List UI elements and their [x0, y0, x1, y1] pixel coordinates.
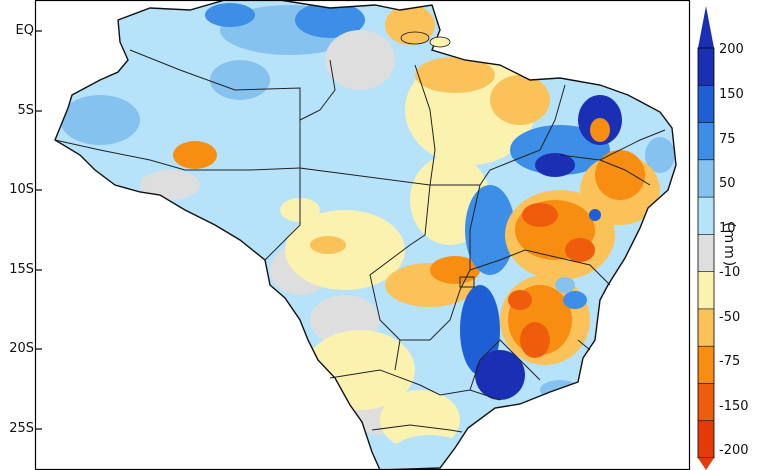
border-line — [54, 139, 301, 171]
colorbar-label: -50 — [719, 310, 741, 325]
wet-area — [589, 209, 601, 221]
latitude-ticks — [35, 30, 42, 430]
border-line — [409, 64, 436, 246]
colorbar-bin — [698, 271, 714, 310]
wet-area — [295, 2, 365, 38]
colorbar-bin — [698, 420, 714, 459]
colorbar-label: 200 — [719, 42, 744, 57]
anomaly-field — [55, 0, 676, 470]
latitude-label-10s: 10S — [9, 182, 34, 197]
wet-area — [475, 350, 525, 400]
latitude-label-5s: 5S — [17, 103, 34, 118]
colorbar-bin — [698, 308, 714, 347]
island — [400, 31, 430, 45]
colorbar — [697, 6, 715, 470]
border-line — [264, 168, 301, 261]
border-line — [430, 84, 566, 186]
colorbar-bin — [698, 383, 714, 422]
border-line — [469, 249, 611, 286]
colorbar-label: -75 — [719, 354, 741, 369]
border-line — [469, 339, 541, 391]
neutral-area — [140, 170, 200, 200]
colorbar-bin — [698, 48, 714, 86]
federal-district-border — [459, 276, 475, 288]
colorbar-label: 50 — [719, 176, 736, 191]
border-line — [129, 49, 431, 186]
dry-area — [415, 57, 495, 93]
dry-area — [520, 322, 550, 358]
colorbar-top-arrow — [698, 6, 714, 48]
wet-area — [60, 95, 140, 145]
colorbar-bin — [698, 159, 714, 198]
colorbar-bin — [698, 346, 714, 384]
border-line — [394, 339, 401, 371]
dry-area — [565, 238, 595, 262]
latitude-label-15s: 15S — [9, 262, 34, 277]
border-line — [599, 159, 651, 186]
wet-area — [210, 60, 270, 100]
border-line — [329, 369, 501, 401]
latitude-label-20s: 20S — [9, 341, 34, 356]
border-line — [299, 59, 336, 121]
dry-area — [490, 75, 550, 125]
wet-area — [535, 153, 575, 177]
colorbar-bin — [698, 122, 714, 161]
neutral-area — [325, 30, 395, 90]
state-borders — [54, 49, 666, 433]
colorbar-label: -10 — [719, 265, 741, 280]
dry-area — [380, 390, 460, 450]
wet-area — [555, 277, 575, 293]
colorbar-label: -200 — [719, 443, 749, 458]
border-line — [369, 244, 471, 341]
colorbar-label: -150 — [719, 399, 749, 414]
dry-area — [173, 141, 217, 169]
latitude-label-25s: 25S — [9, 421, 34, 436]
dry-area — [595, 150, 645, 200]
colorbar-label: 75 — [719, 132, 736, 147]
colorbar-bottom-arrow — [698, 458, 714, 470]
border-line — [371, 424, 463, 433]
colorbar-unit-label: (mm) — [721, 222, 737, 269]
colorbar-bins — [697, 47, 715, 459]
dry-area — [285, 210, 405, 290]
latitude-label-eq: EQ — [15, 23, 34, 38]
border-line — [577, 339, 591, 351]
wet-area — [465, 185, 515, 275]
dry-area — [310, 236, 346, 254]
dry-area — [522, 203, 558, 227]
colorbar-label: 10 — [719, 221, 736, 236]
wet-area — [563, 291, 587, 309]
island — [429, 36, 451, 48]
border-line — [469, 184, 481, 270]
wet-area — [205, 3, 255, 27]
dry-area — [508, 290, 532, 310]
colorbar-bin — [698, 234, 714, 273]
border-line — [559, 129, 666, 161]
colorbar-label: 150 — [719, 87, 744, 102]
colorbar-bin — [698, 85, 714, 124]
dry-area — [590, 118, 610, 142]
colorbar-bin — [698, 197, 714, 235]
wet-area — [645, 137, 675, 173]
